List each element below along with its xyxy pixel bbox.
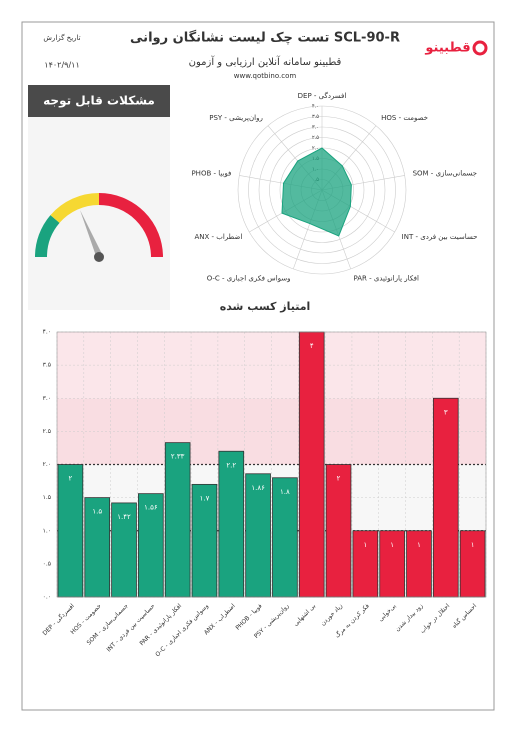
radar-tick-label: ۳.۰ (312, 125, 319, 131)
value-label: ۴ (310, 342, 314, 350)
bar (57, 464, 84, 598)
value-label: ۲ (69, 475, 73, 483)
value-label: ۱ (417, 541, 421, 549)
bar (218, 450, 245, 598)
radar-area (281, 147, 352, 237)
bar (272, 477, 298, 598)
radar-axis-label: PAR - افکار پارانوئیدی (353, 274, 419, 282)
radar-axis-label: DEP - افسردگی (298, 91, 347, 100)
value-label: ۲.۳۳ (171, 453, 185, 461)
bar (459, 530, 486, 598)
bar (325, 464, 352, 598)
value-label: ۱ (363, 541, 367, 549)
value-label: ۱.۵ (92, 508, 102, 516)
logo: قطبینو (424, 41, 470, 56)
chart-title: امتیاز کسب شده (220, 300, 311, 313)
radar-axis-label: PSY - روان‌پریشی (209, 114, 263, 122)
y-tick-label: ۰.۰ (43, 594, 51, 601)
value-label: ۱ (390, 541, 394, 549)
value-label: ۱.۵۶ (144, 504, 158, 512)
radar-tick-label: ۲.۵ (312, 135, 319, 141)
gauge-arc-green (34, 215, 60, 258)
gauge-pivot (94, 252, 104, 262)
gauge-arc-red (98, 193, 163, 258)
gauge-header (28, 85, 170, 117)
y-tick-label: ۳.۵ (43, 362, 51, 369)
subtitle: قطبینو سامانه آنلاین ارزیابی و آزمون (189, 55, 342, 68)
y-tick-label: ۲.۰ (43, 461, 51, 468)
value-label: ۱.۴۲ (117, 513, 131, 521)
radar-axis-label: O-C - وسواس فکری اجباری (207, 274, 291, 282)
bar-chart: امتیاز کسب شده ۰.۰ ۰.۵ ۱.۰ ۱.۵ ۲.۰ ۲.۵ ۳.۰ ۳.۵ ۴.… (41, 300, 487, 658)
bar (298, 331, 325, 598)
radar-axis-label: HOS - خصومت (381, 114, 428, 122)
website: www.qotbino.com (234, 72, 297, 80)
y-tick-label: ۱.۰ (43, 527, 51, 534)
y-tick-label: ۳.۰ (43, 395, 51, 402)
value-label: ۳ (444, 408, 448, 416)
y-tick-label: ۱.۵ (43, 494, 51, 501)
gauge-title: مشکلات قابل توجه (43, 94, 155, 109)
y-tick-label: ۲.۵ (43, 428, 51, 435)
bar (406, 530, 432, 598)
gauge-arc-yellow (50, 192, 100, 224)
radar-axis-label: PHOB - فوبیا (191, 170, 231, 178)
value-label: ۲.۲ (226, 461, 236, 469)
date-label: تاریخ گزارش (43, 33, 80, 42)
radar-tick-label: ۴.۰ (312, 104, 319, 110)
bar (432, 397, 459, 598)
y-tick-label: ۴.۰ (43, 329, 51, 336)
value-label: ۱.۷ (200, 494, 210, 502)
radar-tick-label: ۳.۵ (312, 114, 319, 120)
value-label: ۱ (471, 541, 475, 549)
bar (379, 530, 405, 598)
radar-tick-label: ۲.۰ (312, 146, 319, 152)
bar (245, 473, 271, 598)
plot-frame (56, 331, 487, 598)
date: ۱۴۰۲/۹/۱۱ (44, 61, 79, 70)
gauge-needle (80, 210, 102, 256)
report-title: تست چک لیست نشانگان روانی SCL-90-R (130, 30, 400, 46)
radar-axis-label: SOM - جسمانی‌سازی (413, 170, 477, 178)
radar-axis-label: INT - حساسیت بین فردی (402, 233, 478, 241)
value-label: ۱.۸۶ (251, 484, 265, 492)
logo-icon (472, 40, 488, 56)
value-label: ۱.۸ (280, 488, 290, 496)
value-label: ۲ (337, 475, 341, 483)
bar (352, 530, 379, 598)
bar (164, 442, 191, 598)
bar (84, 497, 111, 598)
radar-axis-label: ANX - اضطراب (194, 233, 242, 241)
y-tick-label: ۰.۵ (43, 560, 51, 567)
